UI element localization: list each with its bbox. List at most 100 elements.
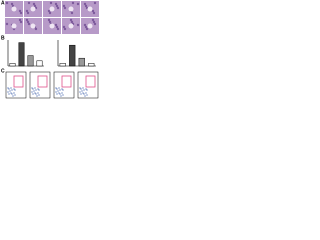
flow-dot <box>31 87 33 89</box>
flow-dot <box>8 93 10 95</box>
flow-dot <box>10 92 12 94</box>
tissue-lumen <box>11 6 17 12</box>
flow-dot <box>38 94 40 96</box>
flow-dot <box>11 93 13 95</box>
flow-dot <box>80 88 82 90</box>
tissue-spot <box>54 23 58 27</box>
histology-grid <box>5 1 99 34</box>
tissue-spot <box>5 22 9 26</box>
bar <box>59 63 66 67</box>
tissue-spot <box>63 6 67 10</box>
tissue-spot <box>91 9 95 13</box>
tissue-spot <box>10 2 14 6</box>
bar <box>36 60 43 67</box>
tissue-spot <box>71 1 75 5</box>
flow-dot <box>35 93 37 95</box>
tissue-lumen <box>87 6 93 12</box>
flow-dot <box>13 88 15 90</box>
flow-dot <box>82 87 84 89</box>
flow-dot <box>34 92 36 94</box>
tissue-spot <box>47 9 51 13</box>
tissue-spot <box>18 9 22 13</box>
bar <box>69 44 76 67</box>
flow-dot <box>7 91 9 93</box>
tissue-spot <box>69 18 73 22</box>
flow-dot <box>85 92 87 94</box>
flow-gate <box>85 75 96 88</box>
flow-dot <box>14 94 16 96</box>
panel-label: A <box>1 0 5 6</box>
tissue-spot <box>19 11 23 15</box>
tissue-spot <box>76 23 80 27</box>
tissue-spot <box>84 25 88 29</box>
flow-plot <box>53 71 75 99</box>
flow-dot <box>31 91 33 93</box>
tissue-spot <box>18 18 22 22</box>
flow-dot <box>59 93 61 95</box>
flow-dot <box>58 92 60 94</box>
figure: A B C <box>1 0 99 99</box>
flow-dot <box>84 95 86 97</box>
flow-dot <box>14 89 16 91</box>
flow-dot <box>55 91 57 93</box>
tissue-lumen <box>68 23 74 29</box>
tissue-spot <box>34 27 38 31</box>
bar <box>9 63 16 67</box>
tissue-spot <box>19 20 23 24</box>
tissue-spot <box>92 11 96 15</box>
tissue-lumen <box>68 6 74 12</box>
tissue-lumen <box>30 6 36 12</box>
flow-plot <box>5 71 27 99</box>
flow-dot <box>86 94 88 96</box>
flow-dot <box>12 95 14 97</box>
tissue-spot <box>49 1 53 5</box>
tissue-spot <box>85 27 89 31</box>
tissue-spot <box>5 1 9 5</box>
panel-label: C <box>1 68 5 74</box>
tissue-spot <box>91 18 95 22</box>
tissue-spot <box>93 1 97 5</box>
flow-dot <box>38 89 40 91</box>
flow-dot <box>8 88 10 90</box>
flow-dot <box>62 94 64 96</box>
flow-dot <box>62 89 64 91</box>
tissue-spot <box>26 11 30 15</box>
tissue-spot <box>26 20 30 24</box>
flow-dot <box>11 89 13 91</box>
flow-dot <box>80 93 82 95</box>
bar <box>88 63 95 67</box>
bar-chart <box>7 40 44 67</box>
bar <box>18 42 25 67</box>
tissue-spot <box>92 20 96 24</box>
flow-dot <box>37 92 39 94</box>
flow-dot <box>33 90 35 92</box>
flow-plot <box>77 71 99 99</box>
flow-dot <box>35 89 37 91</box>
flow-plot <box>29 71 51 99</box>
flow-dot <box>83 93 85 95</box>
tissue-spot <box>27 1 31 5</box>
flow-dot <box>9 90 11 92</box>
flow-gate <box>61 75 72 88</box>
bar <box>27 55 34 67</box>
tissue-spot <box>48 11 52 15</box>
flow-dot <box>57 90 59 92</box>
flow-dot <box>79 91 81 93</box>
tissue-spot <box>25 18 29 22</box>
tissue-spot <box>62 25 66 29</box>
flow-dot <box>55 87 57 89</box>
flow-dot <box>32 93 34 95</box>
flow-dot <box>56 88 58 90</box>
flow-dot <box>10 87 12 89</box>
tissue-spot <box>48 20 52 24</box>
tissue-spot <box>70 11 74 15</box>
flow-dot <box>61 92 63 94</box>
panel-label: B <box>1 35 5 41</box>
tissue-spot <box>70 20 74 24</box>
bar <box>78 57 85 67</box>
flow-dot <box>32 88 34 90</box>
tissue-spot <box>33 4 37 8</box>
tissue-lumen <box>49 23 55 29</box>
flow-dot <box>37 88 39 90</box>
flow-gate <box>37 75 48 88</box>
